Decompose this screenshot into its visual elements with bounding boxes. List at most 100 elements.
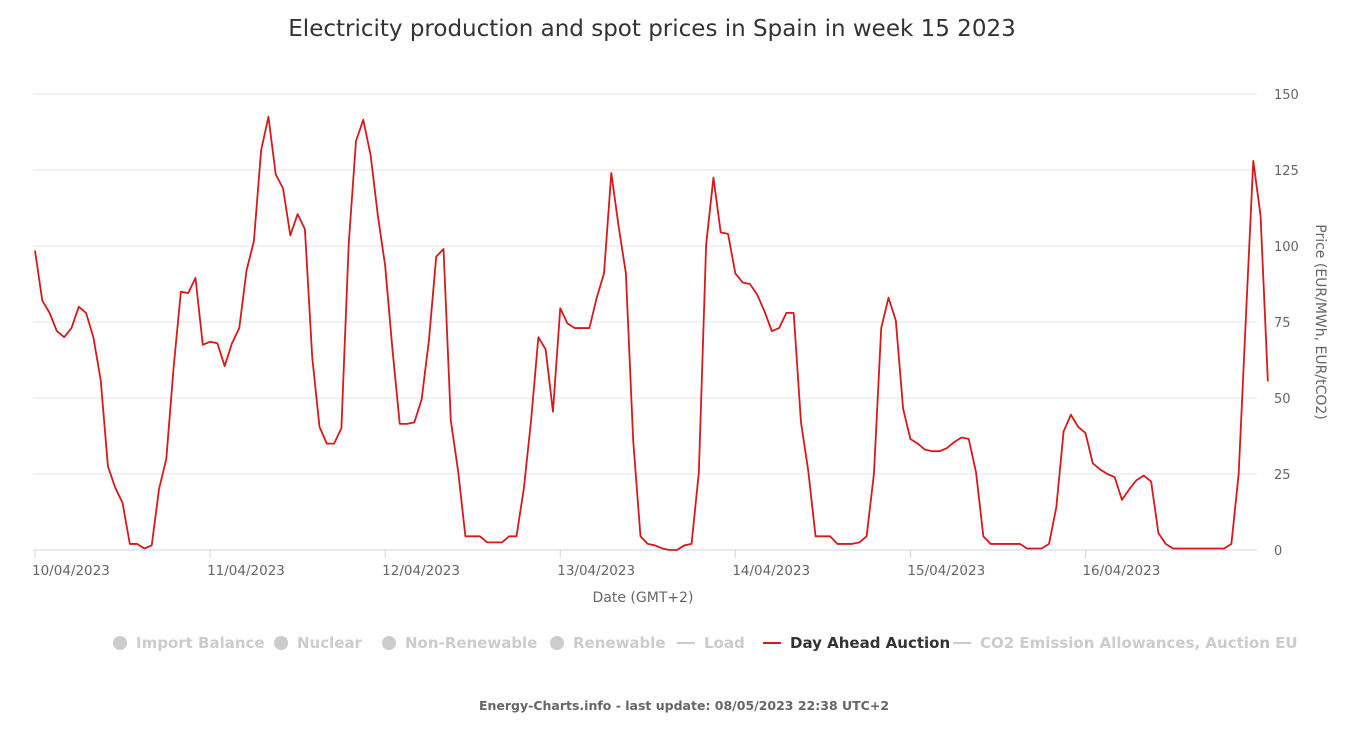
data-point[interactable] xyxy=(1061,428,1067,434)
data-point[interactable] xyxy=(732,270,738,276)
data-point[interactable] xyxy=(1192,545,1198,551)
data-point[interactable] xyxy=(258,147,264,153)
data-point[interactable] xyxy=(827,533,833,539)
data-point[interactable] xyxy=(309,354,315,360)
data-point[interactable] xyxy=(506,533,512,539)
data-point[interactable] xyxy=(550,409,556,415)
data-point[interactable] xyxy=(492,539,498,545)
data-point[interactable] xyxy=(178,289,184,295)
data-point[interactable] xyxy=(1024,545,1030,551)
data-point[interactable] xyxy=(565,321,571,327)
data-point[interactable] xyxy=(521,486,527,492)
data-point[interactable] xyxy=(1243,313,1249,319)
data-point[interactable] xyxy=(273,172,279,178)
data-point[interactable] xyxy=(791,310,797,316)
data-point[interactable] xyxy=(54,328,60,334)
data-point[interactable] xyxy=(32,248,38,254)
data-point[interactable] xyxy=(448,418,454,424)
data-point[interactable] xyxy=(995,541,1001,547)
data-point[interactable] xyxy=(1112,474,1118,480)
data-point[interactable] xyxy=(360,117,366,123)
data-point[interactable] xyxy=(944,445,950,451)
data-point[interactable] xyxy=(462,533,468,539)
data-point[interactable] xyxy=(324,441,330,447)
data-point[interactable] xyxy=(586,325,592,331)
legend-item-import-balance[interactable]: Import Balance xyxy=(113,632,265,654)
data-point[interactable] xyxy=(1214,545,1220,551)
data-point[interactable] xyxy=(214,340,220,346)
data-point[interactable] xyxy=(710,175,716,181)
data-point[interactable] xyxy=(689,541,695,547)
data-point[interactable] xyxy=(265,114,271,120)
data-point[interactable] xyxy=(681,542,687,548)
data-point[interactable] xyxy=(1039,545,1045,551)
data-point[interactable] xyxy=(331,441,337,447)
data-point[interactable] xyxy=(244,267,250,273)
data-point[interactable] xyxy=(572,325,578,331)
data-point[interactable] xyxy=(988,541,994,547)
data-point[interactable] xyxy=(112,485,118,491)
data-point[interactable] xyxy=(557,305,563,311)
data-point[interactable] xyxy=(900,406,906,412)
data-point[interactable] xyxy=(149,542,155,548)
data-point[interactable] xyxy=(966,436,972,442)
legend-item-load[interactable]: Load xyxy=(677,632,745,654)
data-point[interactable] xyxy=(1177,545,1183,551)
data-point[interactable] xyxy=(754,292,760,298)
data-point[interactable] xyxy=(163,456,169,462)
legend-item-co2-emission-allowances-auction-eu[interactable]: CO2 Emission Allowances, Auction EU xyxy=(953,632,1298,654)
data-point[interactable] xyxy=(353,138,359,144)
data-point[interactable] xyxy=(1119,497,1125,503)
data-point[interactable] xyxy=(484,539,490,545)
data-point[interactable] xyxy=(441,246,447,252)
data-point[interactable] xyxy=(783,310,789,316)
data-point[interactable] xyxy=(915,441,921,447)
data-point[interactable] xyxy=(951,439,957,445)
data-point[interactable] xyxy=(805,468,811,474)
data-point[interactable] xyxy=(317,424,323,430)
data-point[interactable] xyxy=(1265,378,1271,384)
data-point[interactable] xyxy=(937,448,943,454)
data-point[interactable] xyxy=(958,435,964,441)
data-point[interactable] xyxy=(185,290,191,296)
data-point[interactable] xyxy=(1221,545,1227,551)
data-point[interactable] xyxy=(280,185,286,191)
data-point[interactable] xyxy=(718,229,724,235)
data-point[interactable] xyxy=(849,541,855,547)
data-point[interactable] xyxy=(382,263,388,269)
data-point[interactable] xyxy=(1250,158,1256,164)
data-point[interactable] xyxy=(1163,541,1169,547)
data-point[interactable] xyxy=(747,281,753,287)
data-point[interactable] xyxy=(813,533,819,539)
data-point[interactable] xyxy=(820,533,826,539)
data-point[interactable] xyxy=(127,541,133,547)
data-point[interactable] xyxy=(287,232,293,238)
data-point[interactable] xyxy=(433,254,439,260)
data-point[interactable] xyxy=(886,295,892,301)
data-point[interactable] xyxy=(346,241,352,247)
data-point[interactable] xyxy=(1170,545,1176,551)
data-point[interactable] xyxy=(1148,479,1154,485)
data-point[interactable] xyxy=(696,469,702,475)
data-point[interactable] xyxy=(338,425,344,431)
data-point[interactable] xyxy=(389,346,395,352)
data-point[interactable] xyxy=(1199,545,1205,551)
data-point[interactable] xyxy=(302,226,308,232)
data-point[interactable] xyxy=(856,539,862,545)
data-point[interactable] xyxy=(397,421,403,427)
data-point[interactable] xyxy=(207,339,213,345)
data-point[interactable] xyxy=(1155,530,1161,536)
data-point[interactable] xyxy=(907,436,913,442)
data-point[interactable] xyxy=(411,419,417,425)
data-point[interactable] xyxy=(1104,471,1110,477)
data-point[interactable] xyxy=(1228,541,1234,547)
data-point[interactable] xyxy=(1082,430,1088,436)
data-point[interactable] xyxy=(878,325,884,331)
data-point[interactable] xyxy=(1236,471,1242,477)
data-point[interactable] xyxy=(1185,545,1191,551)
data-point[interactable] xyxy=(1046,541,1052,547)
data-point[interactable] xyxy=(141,545,147,551)
data-point[interactable] xyxy=(798,419,804,425)
data-point[interactable] xyxy=(762,308,768,314)
data-point[interactable] xyxy=(776,325,782,331)
